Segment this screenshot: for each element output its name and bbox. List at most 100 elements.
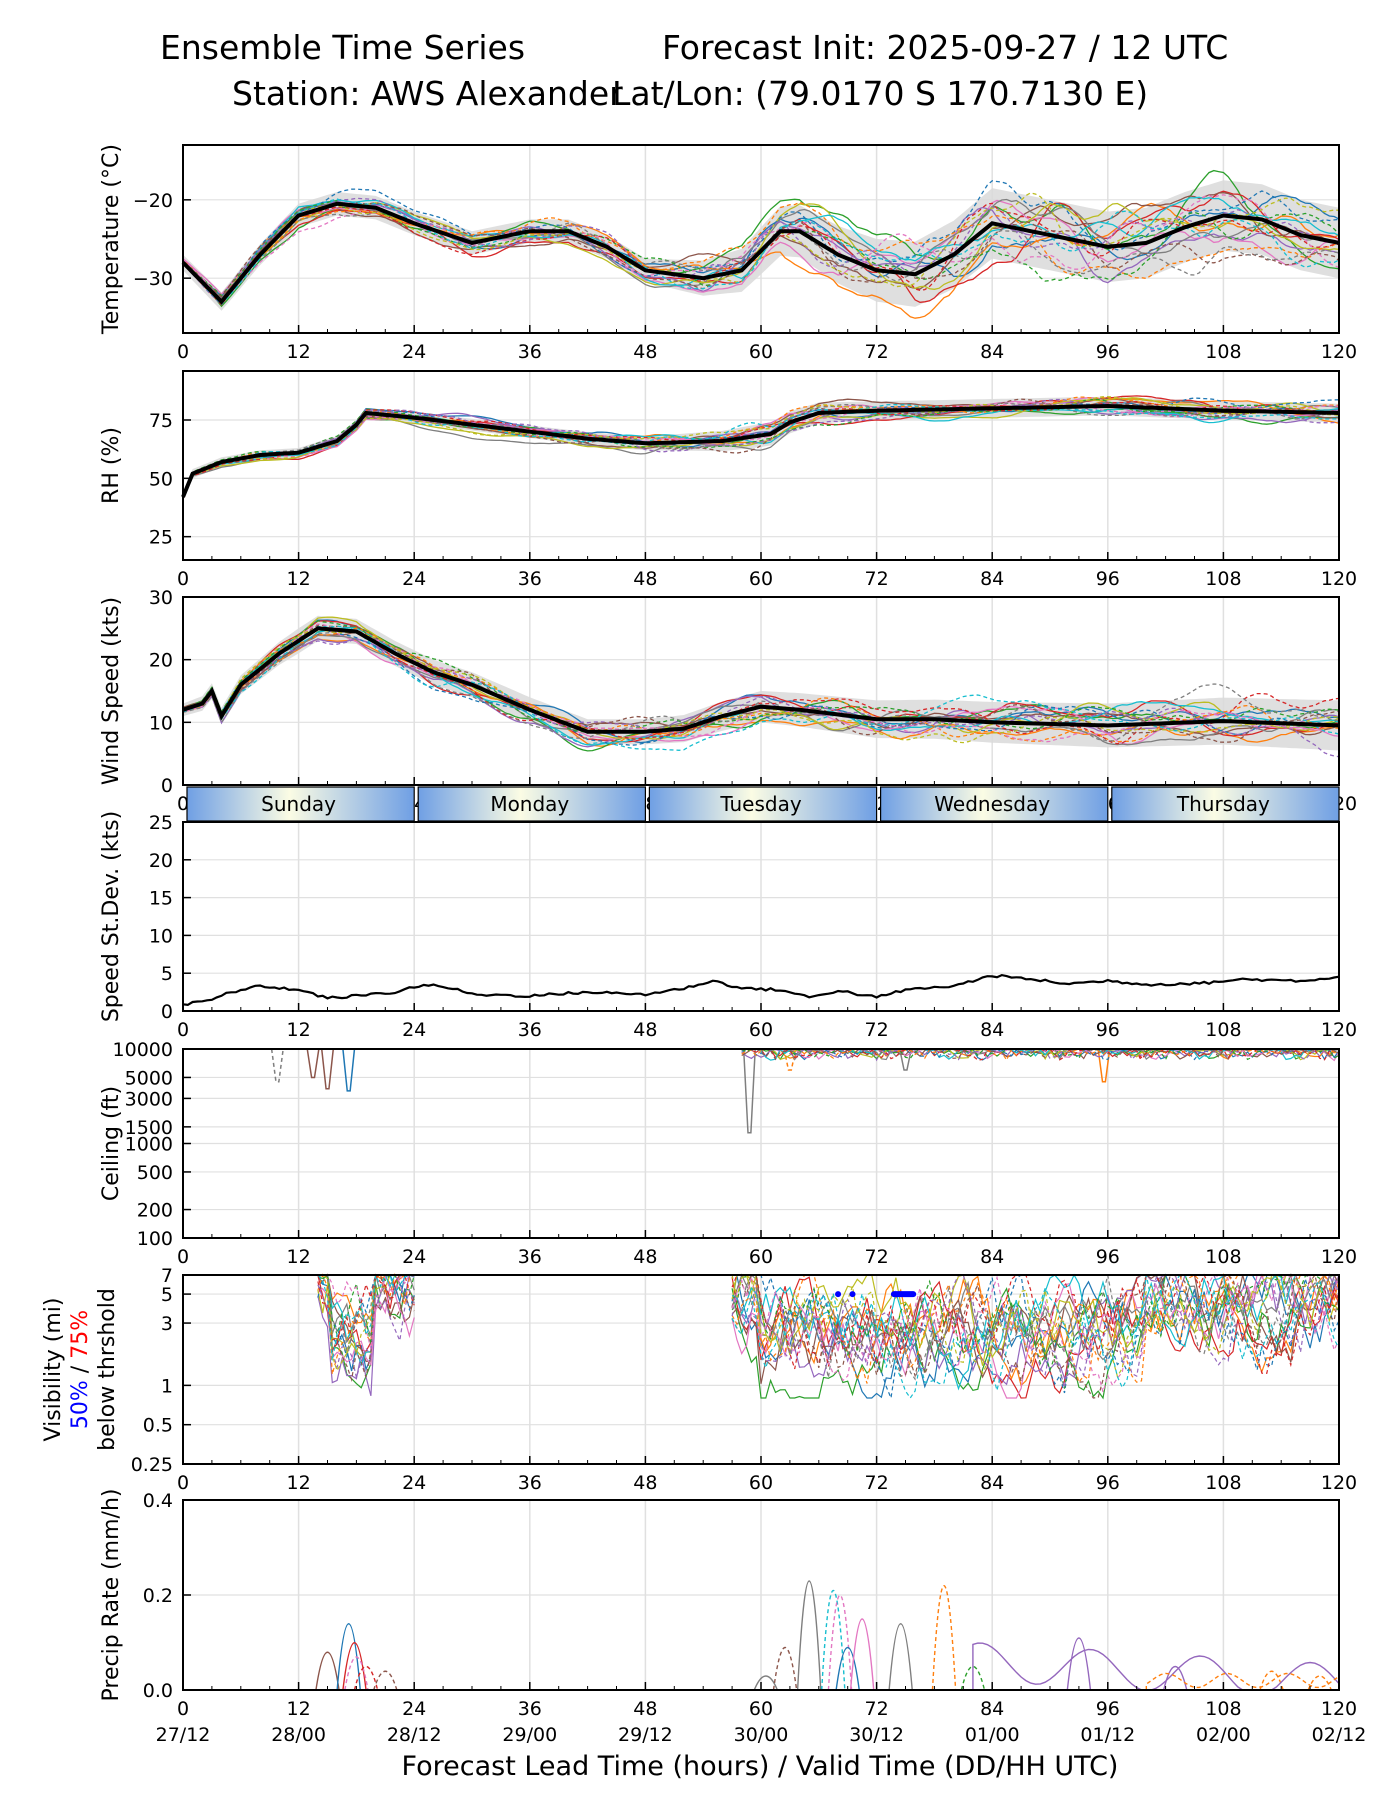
x-tick-label: 96 (1096, 1246, 1120, 1268)
member-line (317, 1274, 415, 1373)
valid-time-label: 02/00 (1196, 1724, 1251, 1746)
member-line (317, 1273, 415, 1382)
member-line (182, 401, 1340, 497)
member-line (317, 1273, 415, 1341)
panel-speed_stdev: 0 5 10 15 20 25 0 12 24 36 48 60 72 84 96 108 120 Speed S… (99, 811, 1357, 1041)
valid-time-label: 01/00 (965, 1724, 1020, 1746)
x-tick-label: 36 (518, 1019, 542, 1041)
member-line (182, 180, 1340, 302)
slash: / (68, 1359, 93, 1380)
valid-time-label: 30/12 (849, 1724, 904, 1746)
y-tick-label: 500 (137, 1162, 173, 1184)
x-tick-label: 36 (518, 341, 542, 363)
member-line (731, 1274, 1340, 1395)
valid-time-label: 29/12 (618, 1724, 673, 1746)
day-cell (417, 786, 647, 822)
x-tick-label: 0 (177, 1019, 189, 1041)
x-tick-label: 96 (1096, 1698, 1120, 1720)
member-line (344, 1656, 369, 1691)
member-line (315, 1651, 340, 1691)
member-line (317, 1284, 415, 1380)
member-line (317, 1273, 415, 1345)
p50-marker (835, 1291, 842, 1298)
x-tick-label: 84 (980, 1472, 1004, 1494)
y-tick-label: 10 (149, 925, 173, 947)
x-tick-label: 0 (177, 793, 189, 815)
y-tick-label: 50 (149, 468, 173, 490)
x-tick-label: 96 (1096, 341, 1120, 363)
day-label: Thursday (1176, 792, 1270, 816)
y-tick-label: 25 (149, 812, 173, 834)
x-tick-label: 72 (865, 1019, 889, 1041)
member-line (931, 1585, 957, 1691)
x-tick-label: 72 (865, 1472, 889, 1494)
member-line (182, 627, 1340, 743)
x-tick-label: 60 (749, 1246, 773, 1268)
member-line (270, 1048, 284, 1083)
x-tick-label: 48 (633, 1019, 657, 1041)
x-tick-label: 120 (1321, 1019, 1357, 1041)
x-tick-label: 72 (865, 568, 889, 590)
member-line (731, 1274, 1340, 1399)
member-line (182, 638, 1340, 758)
y-tick-label: 0 (161, 1001, 173, 1023)
y-tick-label: 5 (161, 1284, 173, 1306)
member-line (317, 1273, 415, 1350)
station-latlon: Lat/Lon: (79.0170 S 170.7130 E) (612, 74, 1149, 113)
y-tick-label: 3 (161, 1313, 173, 1335)
valid-time-label: 27/12 (156, 1724, 211, 1746)
x-tick-label: 48 (633, 1698, 657, 1720)
x-tick-label: 108 (1205, 1019, 1241, 1041)
y-tick-label: −30 (133, 268, 173, 290)
x-tick-label: 0 (177, 1246, 189, 1268)
member-line (772, 1646, 798, 1691)
member-line (732, 1272, 1340, 1387)
member-line (306, 1048, 320, 1079)
x-tick-label: 24 (402, 1246, 426, 1268)
x-tick-label: 108 (1205, 1698, 1241, 1720)
member-line (182, 201, 1340, 302)
y-axis-label: Precip Rate (mm/h) (99, 1489, 124, 1702)
member-line (731, 1273, 1340, 1384)
x-tick-label: 24 (402, 1472, 426, 1494)
member-line (742, 1048, 756, 1134)
y-axis-label: Temperature (°C) (99, 144, 124, 335)
x-tick-label: 24 (402, 568, 426, 590)
threshold-label: below thrshold (95, 1288, 120, 1451)
member-line (336, 1623, 361, 1691)
ensemble-mean-line (181, 201, 1340, 305)
valid-time-label: 02/12 (1312, 1724, 1367, 1746)
y-tick-label: 15 (149, 888, 173, 910)
member-line (731, 1274, 1340, 1381)
y-tick-label: 7 (161, 1265, 173, 1287)
x-tick-label: 60 (749, 568, 773, 590)
x-tick-label: 12 (287, 341, 311, 363)
x-tick-label: 108 (1205, 568, 1241, 590)
x-tick-label: 96 (1096, 1019, 1120, 1041)
y-tick-label: 30 (149, 587, 173, 609)
x-tick-label: 108 (1205, 341, 1241, 363)
member-line (1097, 1048, 1111, 1083)
x-tick-label: 72 (865, 1698, 889, 1720)
y-tick-label: 0.2 (143, 1585, 173, 1607)
y-tick-label: 5 (161, 963, 173, 985)
member-line (317, 1274, 415, 1359)
member-line (1307, 1675, 1332, 1691)
p75-label: 75% (68, 1310, 93, 1359)
spread-band (183, 615, 1339, 751)
member-line (182, 628, 1340, 746)
y-axis-label: RH (%) (99, 427, 124, 504)
y-tick-label: 1 (161, 1375, 173, 1397)
x-tick-label: 48 (633, 1472, 657, 1494)
x-tick-label: 12 (287, 1698, 311, 1720)
x-tick-label: 108 (1205, 1246, 1241, 1268)
x-tick-label: 60 (749, 1698, 773, 1720)
x-tick-label: 12 (287, 1019, 311, 1041)
member-line (741, 1048, 1339, 1062)
day-label: Sunday (261, 792, 336, 816)
day-cell (879, 786, 1109, 822)
x-tick-label: 48 (633, 568, 657, 590)
member-line (796, 1580, 822, 1691)
x-tick-label: 120 (1321, 1246, 1357, 1268)
